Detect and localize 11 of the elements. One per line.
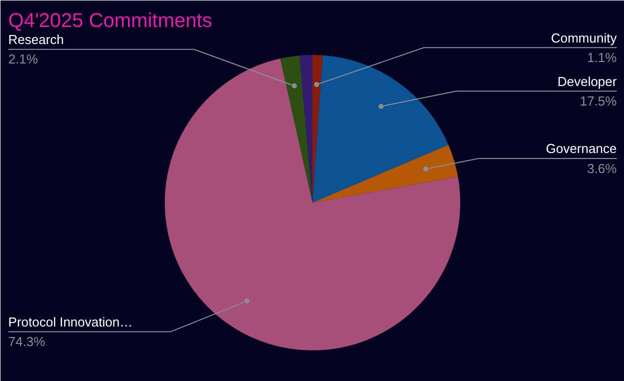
data-label: 3.6% <box>587 160 618 176</box>
data-label: 2.1% <box>8 52 38 67</box>
data-label: 1.1% <box>587 50 618 65</box>
slice-label: Research <box>8 32 64 48</box>
slice-label: Governance <box>546 141 617 156</box>
data-label: 17.5% <box>580 94 618 109</box>
chart-title: Q4'2025 Commitments <box>8 10 212 32</box>
slice-label: Developer <box>557 74 618 89</box>
data-label: 74.3% <box>8 334 46 350</box>
slice-label: Protocol Innovation… <box>8 314 133 330</box>
slice-label: Community <box>550 30 618 46</box>
